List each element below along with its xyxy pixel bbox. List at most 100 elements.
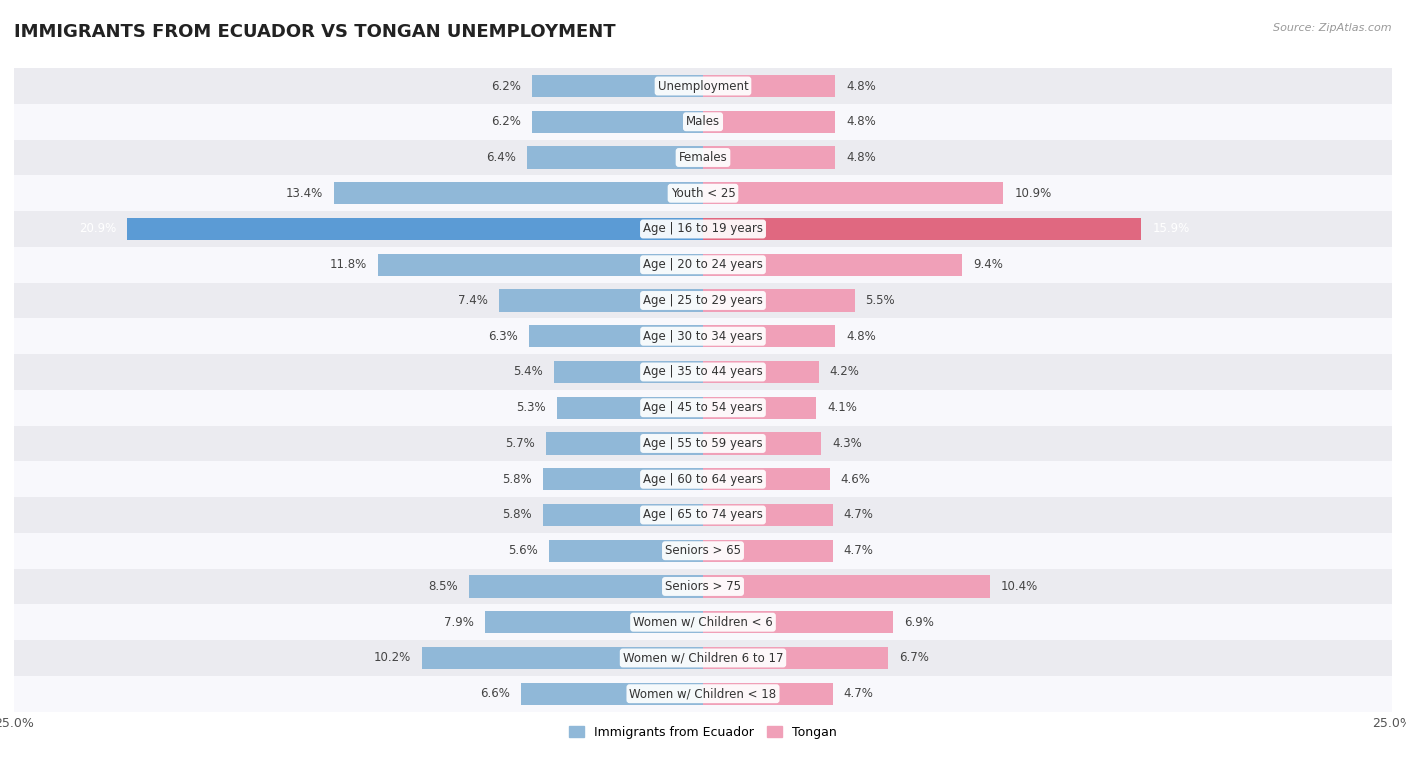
Bar [499,289,703,312]
Bar [468,575,703,597]
Bar [703,397,815,419]
Text: Women w/ Children 6 to 17: Women w/ Children 6 to 17 [623,652,783,665]
Bar [14,533,1392,569]
Text: 5.6%: 5.6% [508,544,537,557]
Bar [703,611,893,634]
Bar [14,354,1392,390]
Text: 6.4%: 6.4% [485,151,516,164]
Bar [703,432,821,454]
Text: 4.7%: 4.7% [844,509,873,522]
Bar [14,461,1392,497]
Bar [14,640,1392,676]
Text: 6.2%: 6.2% [491,79,522,92]
Text: 6.2%: 6.2% [491,115,522,128]
Text: 4.8%: 4.8% [846,151,876,164]
Text: Age | 65 to 74 years: Age | 65 to 74 years [643,509,763,522]
Bar [703,468,830,491]
Text: 5.5%: 5.5% [866,294,896,307]
Text: Seniors > 65: Seniors > 65 [665,544,741,557]
Text: Age | 30 to 34 years: Age | 30 to 34 years [643,330,763,343]
Bar [527,146,703,169]
Bar [703,254,962,276]
Text: Women w/ Children < 6: Women w/ Children < 6 [633,615,773,629]
Bar [703,683,832,705]
Text: 5.8%: 5.8% [502,472,531,486]
Bar [14,676,1392,712]
Bar [14,604,1392,640]
Bar [543,504,703,526]
Bar [554,361,703,383]
Bar [703,361,818,383]
Bar [703,504,832,526]
Bar [14,176,1392,211]
Bar [14,282,1392,319]
Bar [531,75,703,97]
Text: 20.9%: 20.9% [79,223,117,235]
Text: Age | 20 to 24 years: Age | 20 to 24 years [643,258,763,271]
Bar [546,432,703,454]
Text: 13.4%: 13.4% [285,187,323,200]
Text: 5.4%: 5.4% [513,366,543,378]
Text: 10.4%: 10.4% [1001,580,1038,593]
Text: 15.9%: 15.9% [1152,223,1189,235]
Text: 5.8%: 5.8% [502,509,531,522]
Text: Males: Males [686,115,720,128]
Text: Age | 60 to 64 years: Age | 60 to 64 years [643,472,763,486]
Bar [548,540,703,562]
Bar [14,497,1392,533]
Bar [14,390,1392,425]
Bar [333,182,703,204]
Bar [543,468,703,491]
Text: Age | 55 to 59 years: Age | 55 to 59 years [643,437,763,450]
Bar [14,247,1392,282]
Bar [557,397,703,419]
Bar [703,146,835,169]
Text: 5.3%: 5.3% [516,401,546,414]
Bar [703,218,1142,240]
Text: Seniors > 75: Seniors > 75 [665,580,741,593]
Text: 4.7%: 4.7% [844,544,873,557]
Text: Females: Females [679,151,727,164]
Bar [703,326,835,347]
Text: Age | 45 to 54 years: Age | 45 to 54 years [643,401,763,414]
Bar [703,540,832,562]
Text: 4.1%: 4.1% [827,401,856,414]
Text: Age | 16 to 19 years: Age | 16 to 19 years [643,223,763,235]
Text: 5.7%: 5.7% [505,437,534,450]
Text: 4.8%: 4.8% [846,115,876,128]
Text: 6.7%: 6.7% [898,652,928,665]
Text: 9.4%: 9.4% [973,258,1002,271]
Text: 10.9%: 10.9% [1014,187,1052,200]
Text: Age | 25 to 29 years: Age | 25 to 29 years [643,294,763,307]
Text: Source: ZipAtlas.com: Source: ZipAtlas.com [1274,23,1392,33]
Bar [530,326,703,347]
Text: 8.5%: 8.5% [427,580,458,593]
Text: 4.7%: 4.7% [844,687,873,700]
Bar [703,182,1004,204]
Text: 6.6%: 6.6% [481,687,510,700]
Bar [422,647,703,669]
Text: 4.3%: 4.3% [832,437,862,450]
Text: 4.8%: 4.8% [846,79,876,92]
Bar [703,647,887,669]
Bar [531,111,703,132]
Bar [703,75,835,97]
Text: 4.8%: 4.8% [846,330,876,343]
Legend: Immigrants from Ecuador, Tongan: Immigrants from Ecuador, Tongan [564,721,842,744]
Bar [14,104,1392,139]
Bar [14,569,1392,604]
Text: 11.8%: 11.8% [329,258,367,271]
Text: 7.4%: 7.4% [458,294,488,307]
Text: 4.6%: 4.6% [841,472,870,486]
Bar [703,575,990,597]
Bar [485,611,703,634]
Text: Youth < 25: Youth < 25 [671,187,735,200]
Bar [14,425,1392,461]
Text: Unemployment: Unemployment [658,79,748,92]
Bar [14,139,1392,176]
Text: 4.2%: 4.2% [830,366,859,378]
Text: IMMIGRANTS FROM ECUADOR VS TONGAN UNEMPLOYMENT: IMMIGRANTS FROM ECUADOR VS TONGAN UNEMPL… [14,23,616,41]
Bar [127,218,703,240]
Bar [378,254,703,276]
Bar [14,319,1392,354]
